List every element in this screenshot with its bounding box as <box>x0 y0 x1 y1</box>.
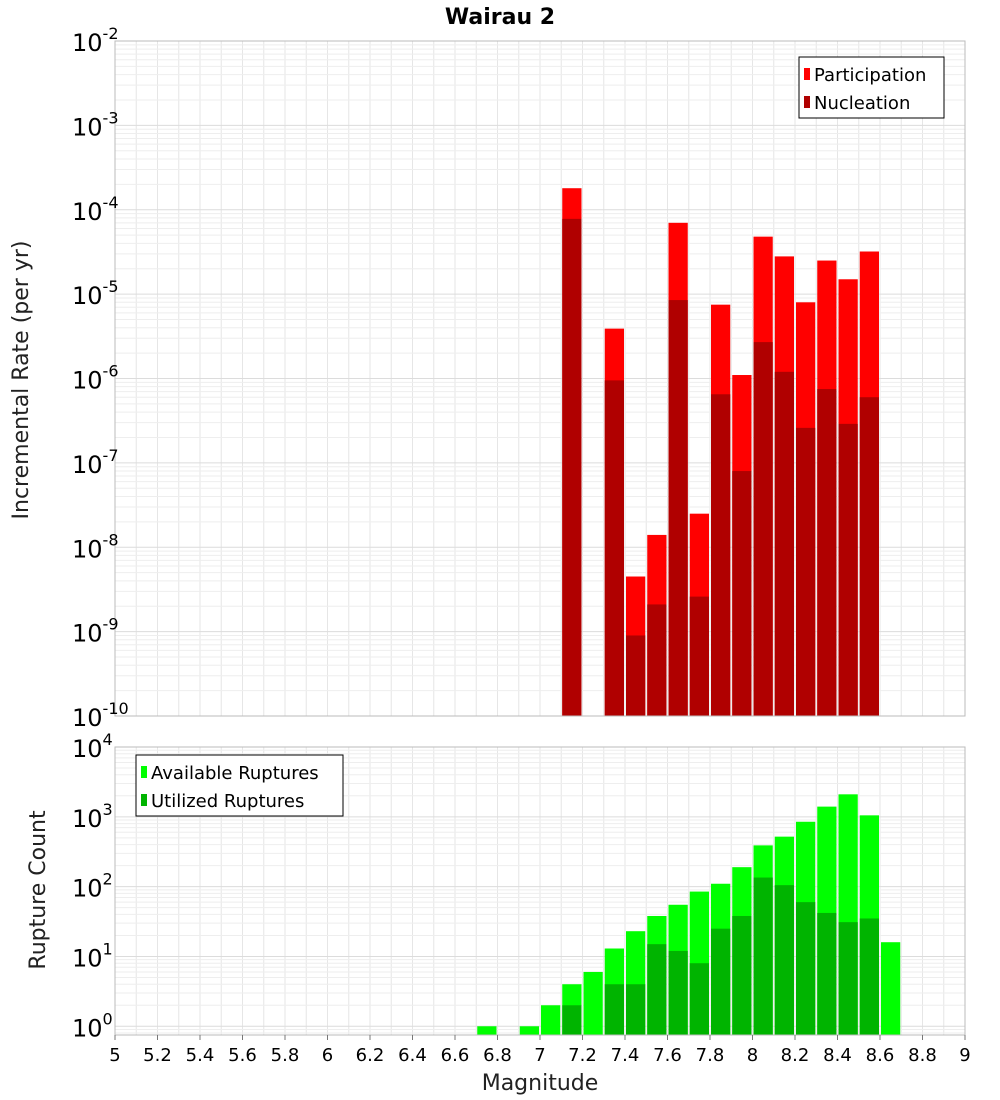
x-tick-label: 5.6 <box>228 1045 257 1066</box>
nucleation-bar <box>732 471 752 716</box>
legend-swatch <box>804 96 810 108</box>
legend-label: Available Ruptures <box>151 763 319 784</box>
utilized-bar <box>753 877 773 1035</box>
nucleation-bar <box>647 604 667 716</box>
utilized-bar <box>774 885 794 1035</box>
x-tick-label: 8.8 <box>908 1045 937 1066</box>
legend-label: Utilized Ruptures <box>151 791 304 812</box>
nucleation-bar <box>859 397 879 716</box>
nucleation-bar <box>774 371 794 716</box>
top-panel: 10-10 10-9 10-8 10-7 10-6 10-5 10-4 10-3 10-2 Par… <box>72 24 966 732</box>
x-tick-label: 5 <box>109 1045 120 1066</box>
x-tick-label: 7.2 <box>568 1045 597 1066</box>
nucleation-bar <box>689 596 709 716</box>
nucleation-bar <box>604 380 624 716</box>
y-tick-label: 10-7 <box>72 446 119 479</box>
y-tick-label: 10-3 <box>72 108 119 141</box>
x-tick-label: 5.2 <box>143 1045 172 1066</box>
y-tick-label: 10-2 <box>72 24 119 57</box>
y-tick-label: 10-4 <box>72 193 119 226</box>
y-tick-label: 10-10 <box>72 699 129 732</box>
utilized-bar <box>711 928 731 1035</box>
legend-box <box>135 754 344 817</box>
available-bar <box>583 971 603 1035</box>
utilized-bar <box>668 950 688 1035</box>
available-bar <box>477 1026 497 1035</box>
y-tick-label: 102 <box>72 870 113 903</box>
y-tick-label: 100 <box>72 1009 113 1042</box>
utilized-bar <box>562 1005 582 1035</box>
utilized-bar <box>796 902 816 1035</box>
x-tick-label: 9 <box>959 1045 970 1066</box>
x-tick-label: 7 <box>534 1045 545 1066</box>
nucleation-bar <box>711 394 731 716</box>
utilized-bar <box>817 912 837 1035</box>
legend-swatch <box>141 794 147 806</box>
available-bar <box>541 1005 561 1035</box>
available-bar <box>519 1026 539 1035</box>
x-axis-label: Magnitude <box>482 1071 599 1096</box>
legend-label: Participation <box>814 65 926 86</box>
plot-frame <box>114 40 966 717</box>
utilized-bar <box>626 984 646 1035</box>
nucleation-bar <box>796 427 816 716</box>
legend: Participation Nucleation <box>798 56 945 119</box>
x-tick-label: 7.6 <box>653 1045 682 1066</box>
x-tick-label: 8.6 <box>866 1045 895 1066</box>
utilized-bar <box>859 918 879 1035</box>
utilized-bar <box>647 944 667 1035</box>
nucleation-bar <box>562 218 582 716</box>
x-tick-label: 8 <box>747 1045 758 1066</box>
x-tick-label: 5.8 <box>271 1045 300 1066</box>
top-ylabel: Incremental Rate (per yr) <box>9 241 34 520</box>
nucleation-bar <box>753 342 773 716</box>
bottom-ylabel: Rupture Count <box>26 810 51 970</box>
y-tick-label: 10-9 <box>72 615 119 648</box>
utilized-bar <box>689 963 709 1035</box>
legend-label: Nucleation <box>814 93 910 114</box>
chart-title: Wairau 2 <box>445 5 555 30</box>
x-tick-label: 6.8 <box>483 1045 512 1066</box>
utilized-bar <box>838 922 858 1035</box>
legend-swatch <box>141 766 147 778</box>
nucleation-bar <box>668 300 688 716</box>
legend-box <box>798 56 945 119</box>
x-tick-label: 8.4 <box>823 1045 852 1066</box>
utilized-bar <box>604 984 624 1035</box>
x-tick-label: 7.8 <box>696 1045 725 1066</box>
y-tick-label: 10-6 <box>72 362 119 395</box>
y-tick-label: 104 <box>72 730 113 763</box>
x-tick-label: 6 <box>322 1045 333 1066</box>
x-tick-label: 5.4 <box>186 1045 215 1066</box>
legend-swatch <box>804 68 810 80</box>
y-tick-label: 103 <box>72 800 113 833</box>
x-tick-label: 6.2 <box>356 1045 385 1066</box>
nucleation-bar <box>817 389 837 716</box>
nucleation-bar <box>838 423 858 716</box>
utilized-bar <box>732 915 752 1035</box>
x-tick-label: 7.4 <box>611 1045 640 1066</box>
y-tick-label: 10-8 <box>72 530 119 563</box>
x-tick-label: 8.2 <box>781 1045 810 1066</box>
nucleation-bar <box>626 635 646 716</box>
legend: Available Ruptures Utilized Ruptures <box>135 754 344 817</box>
y-tick-label: 10-5 <box>72 277 119 310</box>
x-tick-label: 6.6 <box>441 1045 470 1066</box>
available-bar <box>881 942 901 1035</box>
y-tick-label: 101 <box>72 939 113 972</box>
bottom-panel: 100 101 102 103 104 5 5.2 5.4 5.6 5.8 6 6.2 6.4 6.6 6.… <box>72 730 971 1066</box>
x-tick-label: 6.4 <box>398 1045 427 1066</box>
